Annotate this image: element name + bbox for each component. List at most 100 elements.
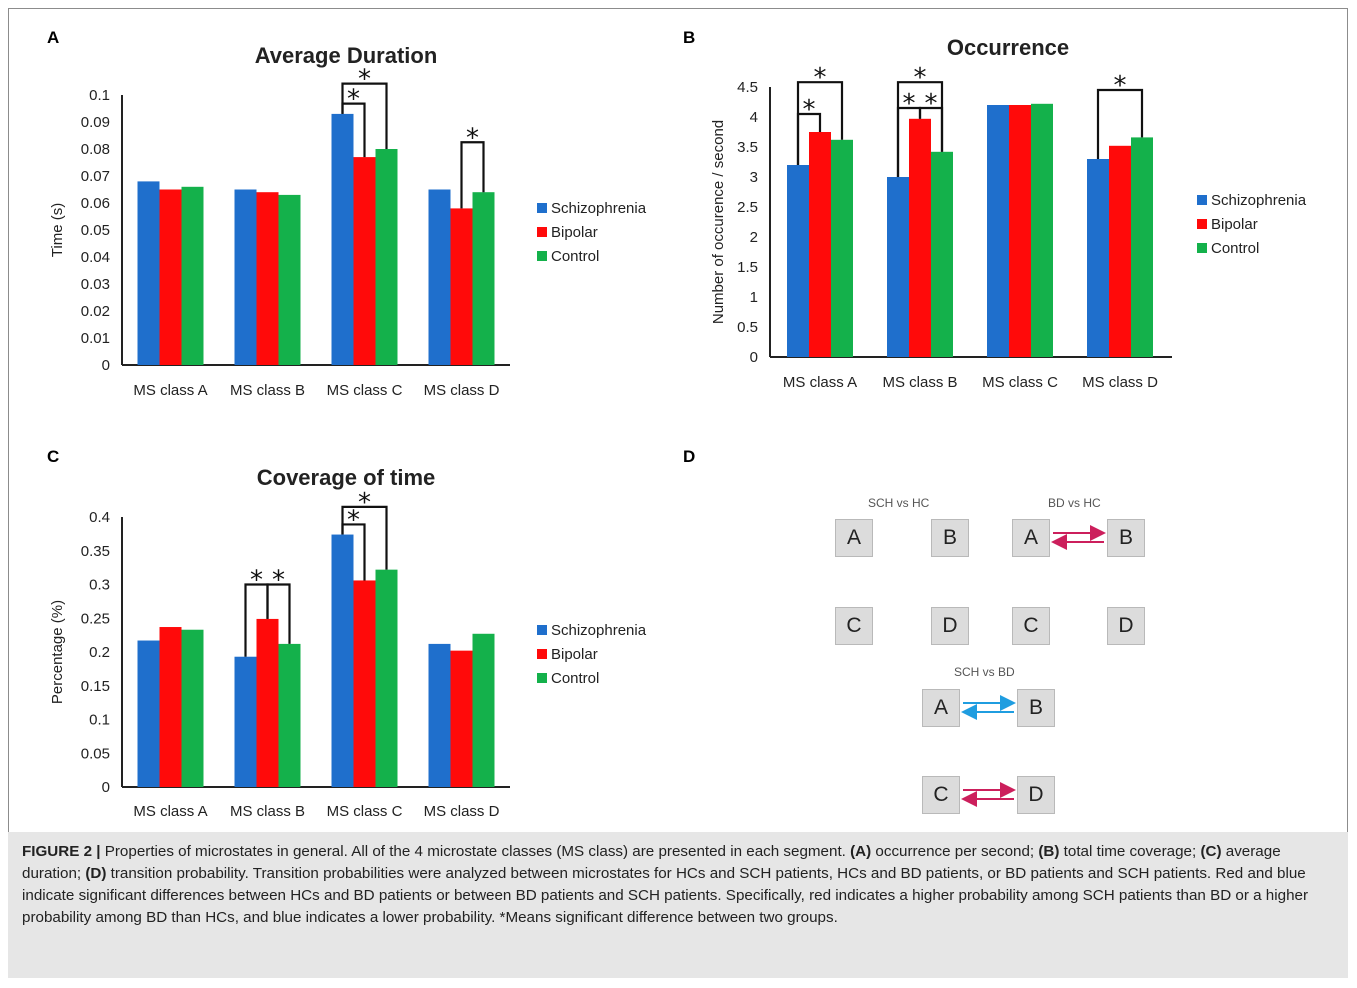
bar (331, 113, 354, 366)
legend-label: Control (551, 670, 599, 687)
state-c: C (835, 607, 873, 645)
legend-swatch (537, 625, 547, 635)
significance-marker: * (903, 89, 916, 119)
caption-b-label: (B) (1038, 843, 1060, 860)
bar (375, 569, 398, 787)
state-b: B (931, 519, 969, 557)
significance-marker: * (925, 89, 938, 119)
y-tick-label: 3.5 (737, 139, 758, 156)
figure-caption: FIGURE 2 | Properties of microstates in … (8, 832, 1348, 978)
y-tick-label: 0.2 (89, 644, 110, 661)
y-tick-label: 0.05 (81, 745, 110, 762)
caption-b-text: total time coverage; (1059, 843, 1201, 860)
significance-marker: * (803, 95, 816, 125)
state-c: C (1012, 607, 1050, 645)
bar (331, 534, 354, 787)
bar (353, 157, 376, 365)
legend-label: Schizophrenia (1211, 192, 1307, 209)
y-tick-label: 0.15 (81, 678, 110, 695)
bar (234, 656, 257, 787)
bar (1009, 105, 1031, 357)
bar (181, 186, 204, 365)
caption-c-text: average duration; (22, 843, 1281, 882)
legend-label: Control (1211, 240, 1259, 257)
bar (256, 192, 279, 365)
bar (887, 177, 909, 357)
chart-title: Average Duration (255, 43, 438, 68)
significance-marker: * (1114, 71, 1127, 101)
significance-bracket (1096, 88, 1144, 159)
x-tick-label: MS class A (783, 374, 857, 391)
y-tick-label: 0.35 (81, 543, 110, 560)
state-b: B (1017, 689, 1055, 727)
y-tick-label: 0.02 (81, 303, 110, 320)
bar (256, 618, 279, 787)
significance-bracket (460, 141, 485, 209)
bar (278, 643, 301, 787)
legend-swatch (537, 251, 547, 261)
y-tick-label: 0.04 (81, 249, 110, 266)
significance-marker: * (358, 488, 371, 518)
bar (450, 208, 473, 365)
caption-a-text: occurrence per second; (871, 843, 1039, 860)
significance-bracket (341, 82, 388, 149)
x-tick-label: MS class C (982, 374, 1058, 391)
bar (450, 650, 473, 787)
bar (159, 627, 182, 787)
significance-marker: * (814, 63, 827, 93)
bar (1109, 145, 1131, 357)
significance-marker: * (250, 566, 263, 596)
x-tick-label: MS class A (133, 803, 207, 820)
caption-text: FIGURE 2 | Properties of microstates in … (22, 841, 1334, 929)
bar (831, 139, 853, 357)
x-tick-label: MS class D (424, 803, 500, 820)
x-tick-label: MS class B (230, 803, 305, 820)
x-tick-label: MS class C (327, 803, 403, 820)
caption-figure-label: FIGURE 2 | (22, 843, 101, 860)
legend-swatch (537, 649, 547, 659)
y-tick-label: 0.25 (81, 610, 110, 627)
significance-bracket (341, 505, 388, 570)
y-axis-label: Number of occurence / second (710, 120, 727, 324)
state-a: A (1012, 519, 1050, 557)
y-tick-label: 1.5 (737, 259, 758, 276)
bar (809, 132, 831, 357)
legend-label: Control (551, 248, 599, 265)
legend-swatch (1197, 243, 1207, 253)
panel-label-a: A (47, 28, 60, 47)
bar (428, 189, 451, 365)
bar (472, 192, 495, 365)
x-tick-label: MS class B (230, 382, 305, 399)
bar (472, 633, 495, 787)
legend-swatch (537, 203, 547, 213)
legend-swatch (537, 673, 547, 683)
caption-intro: Properties of microstates in general. Al… (100, 843, 851, 860)
y-tick-label: 0.09 (81, 114, 110, 131)
legend-label: Bipolar (551, 646, 598, 663)
y-tick-label: 0.1 (89, 712, 110, 729)
y-axis-label: Time (s) (49, 203, 66, 257)
significance-marker: * (466, 123, 479, 153)
bar (234, 189, 257, 365)
chart-title: Occurrence (947, 35, 1069, 60)
bar (1031, 103, 1053, 357)
caption-d-text: transition probability. Transition proba… (22, 865, 1309, 926)
legend-label: Schizophrenia (551, 200, 647, 217)
y-tick-label: 0.5 (737, 319, 758, 336)
y-tick-label: 4 (750, 109, 758, 126)
significance-bracket (896, 81, 944, 177)
y-tick-label: 3 (750, 169, 758, 186)
bar (1087, 159, 1109, 357)
significance-bracket (266, 583, 291, 644)
legend-label: Schizophrenia (551, 622, 647, 639)
transition-diagram: SCH vs HC BD vs HC SCH vs BD A B C D A B… (820, 490, 1160, 820)
transition-arrows (961, 525, 1106, 807)
state-d: D (1107, 607, 1145, 645)
y-axis-label: Percentage (%) (49, 600, 66, 704)
x-tick-label: MS class D (1082, 374, 1158, 391)
legend-label: Bipolar (551, 224, 598, 241)
caption-c-label: (C) (1200, 843, 1222, 860)
bar (159, 189, 182, 365)
bar (987, 105, 1009, 357)
